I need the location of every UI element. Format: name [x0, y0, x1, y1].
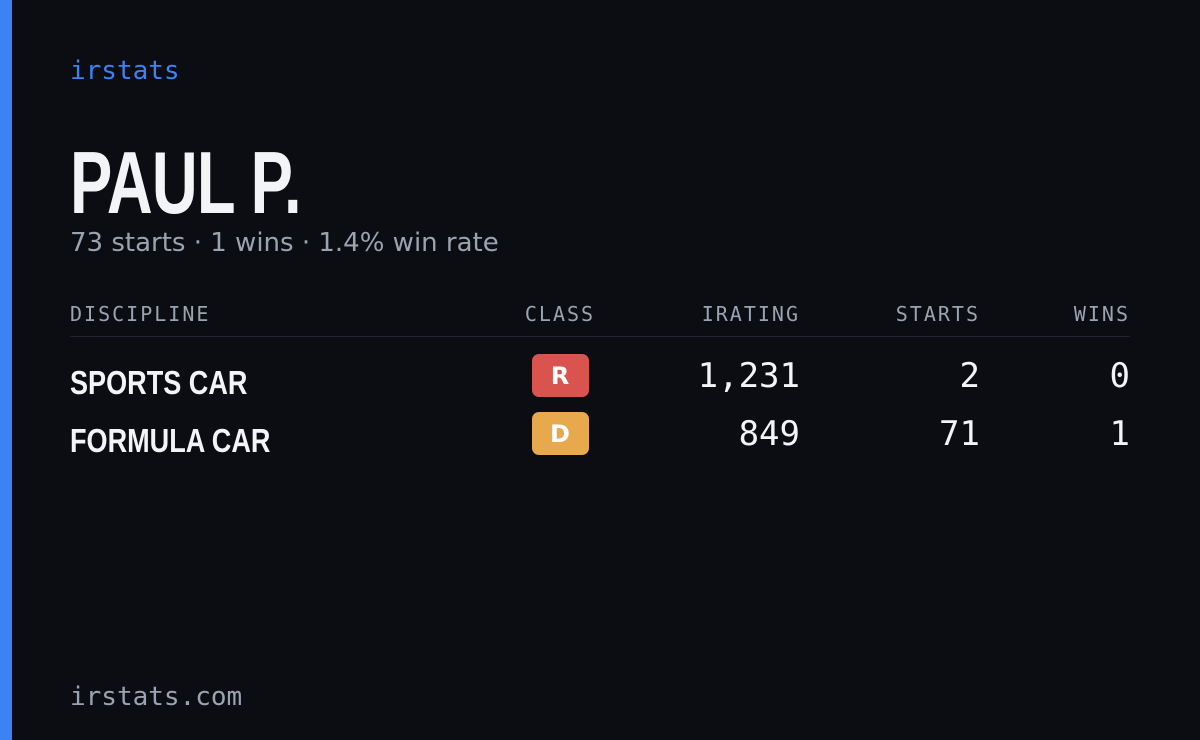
class-badge: R [531, 354, 589, 397]
irating-header: IRATING [701, 302, 800, 326]
class-header: CLASS [524, 302, 596, 326]
wins-header: WINS [1073, 302, 1130, 326]
discipline-header: DISCIPLINE [70, 302, 211, 326]
starts: 2 [959, 356, 980, 396]
class-badge: D [531, 412, 589, 455]
accent-bar [0, 0, 12, 740]
footer: irstats.com [70, 682, 243, 712]
driver-summary: 73 starts · 1 wins · 1.4% win rate [70, 228, 499, 258]
driver-name: PAUL P. [70, 133, 302, 232]
header-rule [70, 336, 1130, 337]
irating: 849 [738, 414, 800, 454]
wins: 1 [1109, 414, 1130, 454]
starts: 71 [939, 414, 980, 454]
wins: 0 [1109, 356, 1130, 396]
discipline: FORMULA CAR [70, 422, 271, 459]
starts-header: STARTS [895, 302, 980, 326]
irating: 1,231 [697, 356, 800, 396]
discipline: SPORTS CAR [70, 364, 248, 401]
brand: irstats [70, 56, 180, 86]
